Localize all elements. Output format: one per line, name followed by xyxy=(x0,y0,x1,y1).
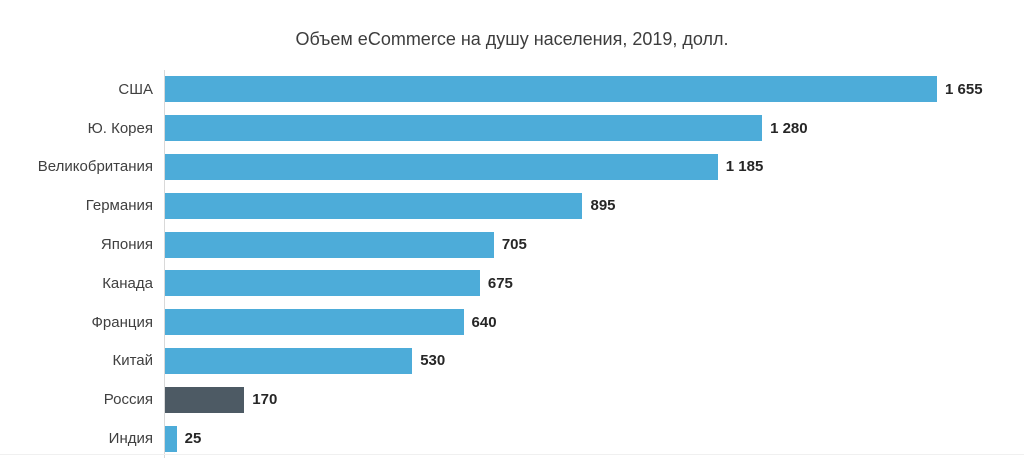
category-label: Великобритания xyxy=(37,158,153,176)
category-label: Канада xyxy=(102,274,153,292)
bar-row: Великобритания 1 185 xyxy=(0,147,1024,187)
bar xyxy=(165,231,494,258)
chart-title: Объем eCommerce на душу населения, 2019,… xyxy=(295,29,729,49)
bar xyxy=(165,386,245,413)
bar-value-label: 640 xyxy=(471,313,497,331)
bar-track: 1 280 xyxy=(164,108,1024,148)
category-label: Франция xyxy=(91,313,153,331)
bar-row: Франция 640 xyxy=(0,302,1024,342)
bar xyxy=(165,309,464,336)
bar-row: Япония 705 xyxy=(0,225,1024,264)
bar xyxy=(165,347,413,374)
category-label: Индия xyxy=(108,430,153,448)
bar-track: 675 xyxy=(164,263,1024,303)
bar-track: 530 xyxy=(164,341,1024,381)
bar-value-label: 1 185 xyxy=(725,158,764,176)
bar-value-label: 170 xyxy=(252,391,278,409)
bar-row: Китай 530 xyxy=(0,341,1024,381)
bar-row: Россия 170 xyxy=(0,380,1024,420)
bar xyxy=(165,192,583,219)
category-label: США xyxy=(118,80,153,98)
bar xyxy=(165,270,480,297)
bar-track: 25 xyxy=(164,419,1024,458)
bar-value-label: 25 xyxy=(184,430,202,448)
bar-track: 640 xyxy=(164,302,1024,342)
bar xyxy=(165,153,718,180)
bar xyxy=(165,76,937,103)
bar-track: 705 xyxy=(164,225,1024,264)
bar-row: Германия 895 xyxy=(0,186,1024,226)
bottom-axis-line xyxy=(0,454,1024,455)
bar-track: 895 xyxy=(164,186,1024,226)
bar-value-label: 1 280 xyxy=(770,119,808,137)
category-label: Германия xyxy=(85,197,153,215)
category-label: Ю. Корея xyxy=(87,119,153,137)
bar-row: Канада 675 xyxy=(0,263,1024,303)
bar-row: Индия 25 xyxy=(0,419,1024,458)
bar-value-label: 1 655 xyxy=(945,80,983,98)
bar-value-label: 705 xyxy=(501,236,527,254)
bar-value-label: 530 xyxy=(420,352,446,370)
bar-track: 1 185 xyxy=(164,147,1024,187)
category-label: Россия xyxy=(103,391,153,409)
bar-row: США 1 655 xyxy=(0,70,1024,109)
bar-value-label: 895 xyxy=(590,197,616,215)
bar-chart: США 1 655 Ю. Корея 1 280 Великобритания 1 185… xyxy=(0,63,1024,458)
bar xyxy=(165,425,177,452)
bar xyxy=(165,115,763,142)
bar-row: Ю. Корея 1 280 xyxy=(0,108,1024,148)
category-label: Китай xyxy=(112,352,153,370)
bar-track: 1 655 xyxy=(164,70,1024,109)
bar-value-label: 675 xyxy=(487,274,513,292)
category-label: Япония xyxy=(100,236,153,254)
bar-track: 170 xyxy=(164,380,1024,420)
